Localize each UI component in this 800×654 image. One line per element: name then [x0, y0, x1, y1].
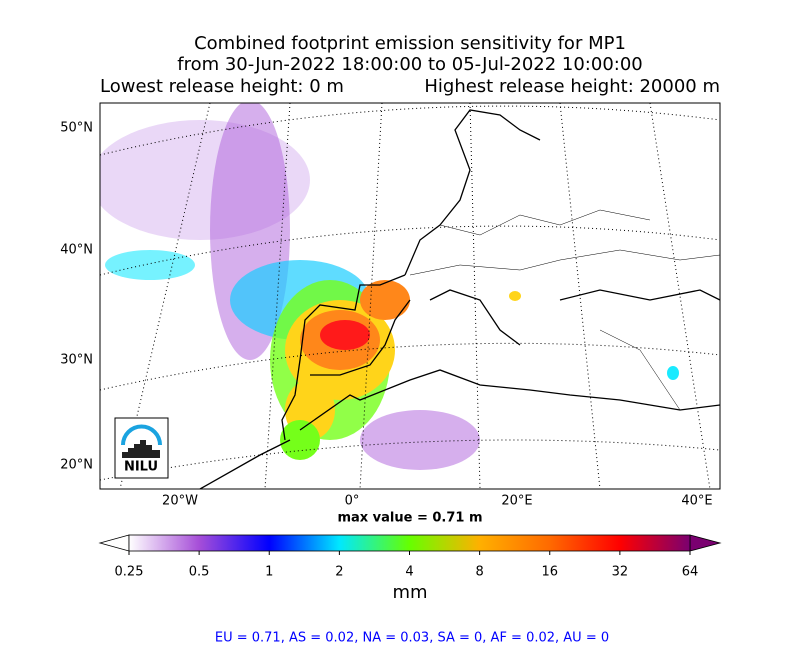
colorbar-tick-label: 8: [475, 565, 483, 580]
colorbar-tick-label: 0.25: [115, 565, 144, 580]
lon-label: 0°: [345, 494, 360, 509]
graticule: [100, 103, 720, 489]
colorbar-tick-label: 0.5: [189, 565, 210, 580]
nilu-logo: NILU: [114, 417, 169, 479]
lat-label: 40°N: [60, 243, 93, 258]
colorbar-extend-high: [689, 534, 722, 552]
colorbar-tick-label: 16: [541, 565, 558, 580]
map-frame: [99, 102, 721, 490]
colorbar-tick-label: 1: [265, 565, 273, 580]
lon-label: 20°E: [501, 494, 532, 509]
colorbar-tick-label: 4: [405, 565, 413, 580]
lon-label: 40°E: [681, 494, 712, 509]
title-line: Combined footprint emission sensitivity …: [194, 33, 626, 54]
lat-label: 30°N: [60, 353, 93, 368]
colorbar-tick-label: 32: [612, 565, 629, 580]
title-line: from 30-Jun-2022 18:00:00 to 05-Jul-2022…: [177, 54, 643, 75]
colorbar-tick-label: 64: [682, 565, 699, 580]
map: NILU: [100, 103, 720, 489]
plume: [100, 103, 679, 470]
colorbar: [128, 534, 691, 552]
colorbar-tick-label: 2: [335, 565, 343, 580]
lat-label: 20°N: [60, 458, 93, 473]
lon-label: 20°W: [162, 494, 198, 509]
coastline: [199, 109, 720, 489]
footer: EU = 0.71, AS = 0.02, NA = 0.03, SA = 0,…: [215, 631, 609, 646]
lat-label: 50°N: [60, 121, 93, 136]
colorbar-unit: mm: [392, 582, 427, 603]
logo-text: NILU: [124, 460, 158, 475]
colorbar-extend-low: [98, 534, 130, 552]
release-low: Lowest release height: 0 m: [100, 76, 344, 97]
max-value: max value = 0.71 m: [337, 511, 482, 526]
release-high: Highest release height: 20000 m: [424, 76, 720, 97]
